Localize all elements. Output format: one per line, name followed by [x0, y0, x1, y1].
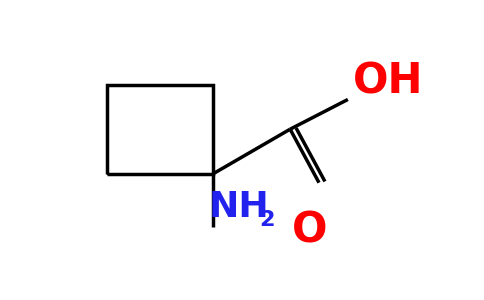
Text: 2: 2 — [259, 210, 274, 230]
Text: OH: OH — [353, 60, 423, 102]
Text: NH: NH — [208, 190, 269, 224]
Text: O: O — [292, 209, 327, 251]
